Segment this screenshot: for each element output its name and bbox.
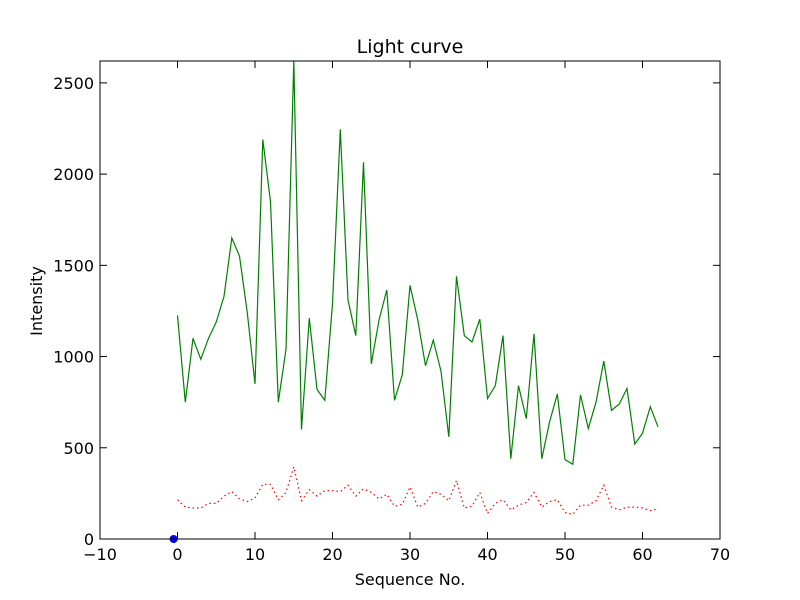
x-tick-label: 60 [632,545,652,564]
y-tick-label: 500 [63,439,94,458]
x-axis-label: Sequence No. [355,570,466,589]
x-axis-ticks: −10 0 10 20 30 40 50 60 70 [83,61,730,564]
x-tick-label: 50 [555,545,575,564]
y-tick-label: 1000 [53,348,94,367]
series-line-solid [176,61,659,466]
y-tick-label: 0 [84,530,94,549]
y-tick-label: 1500 [53,256,94,275]
chart-title: Light curve [357,36,464,58]
y-tick-label: 2000 [53,165,94,184]
y-axis-label: Intensity [27,266,46,336]
x-tick-label: 0 [172,545,182,564]
y-tick-label: 2500 [53,74,94,93]
x-tick-label: −10 [83,545,117,564]
x-tick-label: 10 [245,545,265,564]
y-axis-ticks: 0 500 1000 1500 2000 2500 [53,74,720,549]
x-tick-label: 20 [322,545,342,564]
series-line-dotted [177,464,659,516]
x-tick-label: 30 [400,545,420,564]
x-tick-label: 70 [710,545,730,564]
x-tick-label: 40 [477,545,497,564]
